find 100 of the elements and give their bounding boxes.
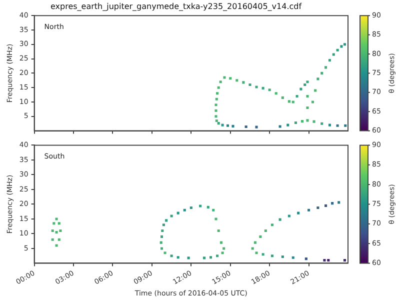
point — [223, 76, 226, 79]
point — [55, 230, 58, 234]
point — [220, 241, 222, 244]
point — [306, 119, 309, 122]
point — [176, 256, 180, 259]
point — [255, 126, 258, 128]
point — [323, 259, 326, 262]
point — [254, 241, 256, 244]
point — [314, 89, 317, 92]
point — [217, 86, 220, 89]
point — [270, 224, 274, 226]
point — [216, 254, 219, 258]
chart-title: expres_earth_jupiter_ganymede_txka-y235_20160405_v14.cdf — [50, 2, 302, 11]
point — [331, 202, 334, 205]
point — [288, 214, 290, 218]
point — [306, 80, 309, 84]
point — [160, 235, 164, 238]
point — [212, 208, 215, 212]
point — [286, 124, 290, 126]
point — [312, 120, 316, 123]
point — [162, 224, 165, 226]
point — [300, 88, 302, 90]
point — [232, 124, 234, 128]
point — [336, 124, 339, 127]
point — [278, 125, 282, 128]
point — [324, 204, 328, 207]
point — [304, 258, 308, 260]
point — [221, 124, 224, 126]
point — [214, 109, 218, 112]
point — [306, 94, 309, 98]
point — [297, 212, 300, 214]
point — [259, 235, 262, 238]
point — [55, 244, 58, 247]
point — [226, 124, 230, 127]
point — [292, 256, 294, 259]
point — [215, 98, 218, 100]
point — [262, 86, 264, 90]
point — [264, 230, 267, 232]
point — [165, 219, 168, 222]
point — [336, 48, 339, 52]
point — [304, 83, 306, 86]
point — [242, 81, 245, 84]
point — [344, 124, 347, 127]
point — [215, 119, 218, 122]
point — [306, 106, 309, 110]
point — [216, 92, 219, 95]
point — [308, 208, 310, 212]
point — [219, 80, 222, 84]
point — [214, 104, 218, 106]
point — [202, 256, 206, 260]
point — [311, 100, 314, 104]
point — [296, 94, 298, 98]
point — [316, 206, 320, 210]
point — [187, 256, 190, 260]
point — [236, 79, 238, 82]
point — [161, 230, 164, 232]
point — [248, 83, 252, 86]
point — [183, 208, 186, 212]
point — [214, 218, 218, 220]
point — [206, 206, 210, 208]
point — [343, 259, 346, 262]
point — [328, 58, 331, 62]
point — [51, 230, 54, 232]
point — [255, 252, 258, 254]
point — [229, 77, 232, 80]
point — [160, 247, 164, 250]
point — [52, 222, 56, 225]
point — [55, 218, 58, 220]
point — [278, 218, 282, 221]
point — [338, 201, 340, 204]
point — [281, 255, 284, 258]
point — [170, 214, 173, 218]
point — [190, 206, 192, 210]
point — [327, 259, 330, 262]
point — [209, 256, 212, 259]
point — [320, 122, 324, 125]
point — [324, 66, 328, 69]
point — [268, 88, 271, 92]
point — [221, 252, 224, 254]
point — [255, 86, 258, 88]
point — [164, 252, 166, 254]
point — [160, 241, 162, 244]
point — [199, 204, 202, 208]
point — [244, 125, 248, 128]
point — [320, 72, 324, 74]
point — [294, 121, 297, 124]
point — [328, 124, 331, 126]
point — [292, 100, 294, 104]
point — [176, 212, 180, 214]
point — [270, 254, 274, 258]
point — [281, 96, 284, 99]
point — [332, 53, 335, 56]
point — [58, 222, 60, 225]
point — [251, 247, 254, 250]
point — [217, 122, 220, 125]
point — [316, 78, 320, 80]
point — [300, 120, 304, 123]
point — [262, 253, 264, 256]
point — [51, 238, 54, 241]
point — [58, 238, 60, 241]
